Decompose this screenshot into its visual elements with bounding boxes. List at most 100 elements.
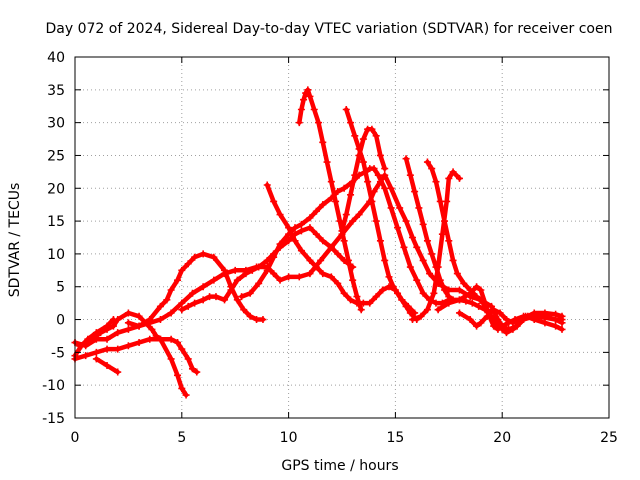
- data-point-marker: [146, 316, 154, 324]
- data-point-marker: [494, 325, 502, 333]
- data-point-marker: [353, 293, 361, 301]
- data-point-marker: [327, 273, 335, 281]
- data-point-marker: [453, 270, 461, 278]
- data-point-marker: [406, 171, 414, 179]
- data-point-marker: [167, 355, 175, 363]
- x-tick-label: 10: [280, 430, 298, 446]
- data-point-marker: [114, 368, 122, 376]
- data-point-marker: [297, 247, 305, 255]
- data-point-marker: [248, 266, 256, 274]
- data-point-marker: [210, 253, 218, 261]
- data-point-marker: [184, 302, 192, 310]
- y-tick-label: 15: [47, 214, 65, 230]
- data-point-marker: [103, 345, 111, 353]
- data-point-marker: [291, 230, 299, 238]
- data-point-marker: [312, 207, 320, 215]
- data-point-marker: [413, 243, 421, 251]
- chart-title: Day 072 of 2024, Sidereal Day-to-day VTE…: [46, 21, 613, 37]
- data-point-marker: [338, 227, 346, 235]
- data-point-marker: [396, 204, 404, 212]
- y-tick-label: 0: [56, 313, 65, 329]
- data-point-marker: [285, 224, 293, 232]
- data-point-marker: [340, 289, 348, 297]
- data-point-marker: [494, 319, 502, 327]
- data-point-marker: [342, 106, 350, 114]
- y-tick-label: 25: [47, 148, 65, 164]
- data-point-marker: [381, 165, 389, 173]
- data-point-marker: [342, 211, 350, 219]
- data-point-marker: [400, 243, 408, 251]
- data-point-marker: [255, 263, 263, 271]
- data-point-marker: [306, 92, 314, 100]
- data-point-marker: [443, 197, 451, 205]
- data-point-marker: [417, 312, 425, 320]
- data-point-marker: [379, 286, 387, 294]
- data-point-marker: [319, 237, 327, 245]
- data-point-marker: [135, 339, 143, 347]
- data-point-marker: [387, 204, 395, 212]
- data-point-marker: [426, 270, 434, 278]
- data-point-marker: [376, 237, 384, 245]
- data-point-marker: [466, 316, 474, 324]
- data-point-marker: [270, 197, 278, 205]
- data-point-marker: [432, 299, 440, 307]
- y-axis-label: SDTVAR / TECUs: [7, 183, 23, 298]
- data-point-marker: [347, 119, 355, 127]
- data-point-marker: [364, 178, 372, 186]
- data-point-marker: [385, 273, 393, 281]
- data-point-marker: [174, 371, 182, 379]
- data-point-marker: [334, 188, 342, 196]
- data-point-marker: [124, 342, 132, 350]
- data-point-marker: [310, 106, 318, 114]
- data-point-marker: [349, 263, 357, 271]
- data-point-marker: [141, 319, 149, 327]
- data-point-marker: [468, 299, 476, 307]
- data-point-marker: [372, 293, 380, 301]
- data-point-marker: [408, 316, 416, 324]
- data-point-marker: [184, 355, 192, 363]
- data-point-marker: [552, 316, 560, 324]
- data-point-marker: [498, 322, 506, 330]
- data-point-marker: [436, 276, 444, 284]
- data-point-marker: [319, 138, 327, 146]
- data-point-marker: [114, 345, 122, 353]
- data-point-marker: [473, 322, 481, 330]
- data-point-marker: [372, 132, 380, 140]
- data-point-marker: [436, 197, 444, 205]
- data-point-marker: [520, 312, 528, 320]
- data-point-marker: [419, 289, 427, 297]
- data-point-marker: [109, 322, 117, 330]
- data-point-marker: [530, 312, 538, 320]
- data-point-marker: [210, 276, 218, 284]
- data-point-marker: [355, 151, 363, 159]
- series-line-arc-15: [410, 169, 462, 322]
- data-point-marker: [312, 230, 320, 238]
- data-point-marker: [423, 158, 431, 166]
- data-point-marker: [233, 276, 241, 284]
- data-point-marker: [511, 316, 519, 324]
- y-tick-label: 40: [47, 50, 65, 66]
- data-point-marker: [398, 296, 406, 304]
- data-point-marker: [475, 302, 483, 310]
- data-point-marker: [381, 171, 389, 179]
- data-point-marker: [505, 319, 513, 327]
- data-point-marker: [191, 299, 199, 307]
- data-point-marker: [146, 335, 154, 343]
- data-point-marker: [306, 256, 314, 264]
- data-point-marker: [199, 283, 207, 291]
- data-point-marker: [340, 237, 348, 245]
- data-point-marker: [92, 348, 100, 356]
- y-tick-label: 20: [47, 181, 65, 197]
- data-point-marker: [381, 184, 389, 192]
- data-point-marker: [285, 230, 293, 238]
- data-point-marker: [406, 263, 414, 271]
- data-point-marker: [357, 306, 365, 314]
- data-point-marker: [423, 306, 431, 314]
- tick-layer: 0 5 10 15 20 25 -15 -10 -5 0 5 10 15 20 25 30 35 40: [42, 50, 618, 446]
- data-point-marker: [167, 286, 175, 294]
- data-point-marker: [319, 201, 327, 209]
- data-point-marker: [84, 335, 92, 343]
- data-point-marker: [473, 283, 481, 291]
- data-point-marker: [323, 158, 331, 166]
- data-point-marker: [212, 293, 220, 301]
